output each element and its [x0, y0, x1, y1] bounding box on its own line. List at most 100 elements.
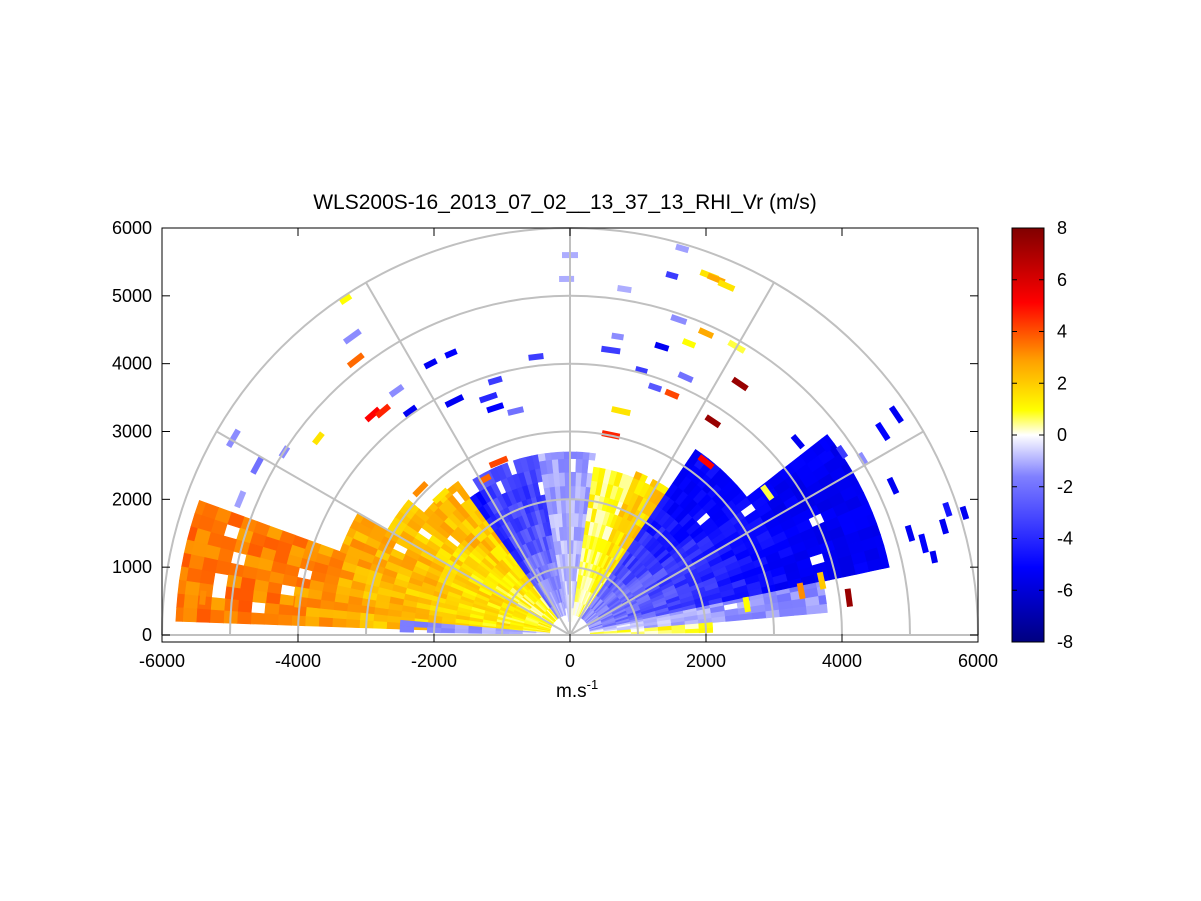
- range-gate-s5: [512, 458, 524, 475]
- scattered-gate: [634, 366, 648, 375]
- scattered-gate: [959, 505, 970, 520]
- range-gate-s0: [176, 593, 185, 609]
- colorbar-tick-label: 0: [1057, 425, 1067, 445]
- range-gate-s0: [253, 579, 269, 593]
- scattered-gate: [432, 487, 450, 505]
- scattered-gate: [250, 456, 265, 475]
- polar-grid: [161, 227, 979, 636]
- range-gate-s6: [581, 451, 590, 460]
- scattered-gate: [402, 404, 418, 418]
- range-gate-s0: [199, 569, 216, 586]
- range-gate-s0: [263, 613, 279, 626]
- range-gate-s0: [277, 604, 294, 616]
- range-gate-s8: [633, 471, 643, 481]
- scattered-gate: [790, 434, 805, 450]
- range-gate-s12: [684, 623, 700, 630]
- y-tick-label: 0: [142, 625, 152, 645]
- range-gate-s0: [182, 607, 198, 623]
- scattered-gate: [654, 341, 670, 352]
- chart-title: WLS200S-16_2013_07_02__13_37_13_RHI_Vr (…: [313, 191, 817, 214]
- range-gate-s6: [581, 458, 589, 474]
- range-gate-s1: [339, 543, 350, 555]
- range-gate-s6: [574, 471, 582, 487]
- scattered-gate: [600, 345, 621, 355]
- scattered-gate: [918, 533, 929, 554]
- scattered-gate: [664, 388, 680, 400]
- scattered-gate: [617, 285, 632, 294]
- scattered-gate: [675, 243, 690, 254]
- range-gate-s0: [318, 608, 334, 619]
- range-gate-s0: [386, 621, 401, 630]
- colorbar-tick-label: 2: [1057, 373, 1067, 393]
- scattered-gate: [942, 501, 953, 518]
- scattered-gate: [528, 353, 544, 361]
- scattered-gate: [342, 328, 362, 345]
- scattered-gate: [611, 406, 631, 417]
- range-gate-s0: [195, 608, 211, 623]
- range-gate-s0: [331, 618, 347, 628]
- scattered-gate: [939, 518, 949, 535]
- range-gate-s0: [372, 614, 388, 623]
- scattered-gate: [717, 279, 736, 292]
- y-tick-label: 5000: [112, 286, 152, 306]
- scattered-gate: [835, 444, 849, 459]
- scattered-gate: [742, 596, 752, 613]
- range-gate-s0: [184, 580, 200, 597]
- colorbar-tick-label: -6: [1057, 580, 1073, 600]
- scattered-gate: [388, 384, 405, 398]
- range-gate-s0: [264, 602, 280, 616]
- range-gate-s13: [399, 619, 415, 628]
- range-gate-s6: [537, 453, 546, 462]
- range-gate-s6: [550, 451, 559, 460]
- x-tick-label: 4000: [822, 651, 862, 671]
- x-tick-label: 2000: [686, 651, 726, 671]
- x-axis-ticks: -6000 -4000 -2000 0 2000 4000 6000: [139, 228, 998, 671]
- x-tick-label: -6000: [139, 651, 185, 671]
- range-gate-s0: [250, 612, 266, 625]
- scattered-gate: [704, 414, 722, 429]
- scattered-gate: [478, 391, 498, 404]
- range-gate-s0: [318, 617, 333, 628]
- scattered-gate: [338, 293, 353, 306]
- range-gate-s4: [469, 493, 483, 510]
- range-gate-s0: [214, 559, 232, 576]
- range-gate-s0: [345, 619, 361, 629]
- range-gate-s0: [237, 599, 253, 614]
- azimuth-spoke: [365, 281, 571, 636]
- range-gate-s12: [671, 624, 686, 631]
- range-gate-s13: [440, 627, 455, 634]
- scattered-gate: [611, 332, 624, 341]
- range-gate-s0: [304, 616, 320, 627]
- range-gate-s6: [556, 451, 565, 460]
- x-tick-label: 0: [565, 651, 575, 671]
- range-gate-s13: [508, 631, 523, 635]
- range-gate-s11: [819, 603, 828, 614]
- range-gate-s0: [209, 609, 225, 624]
- scattered-gate: [423, 358, 438, 370]
- range-gate-s0: [251, 590, 268, 604]
- range-gate-s13: [481, 630, 496, 635]
- y-tick-label: 1000: [112, 557, 152, 577]
- range-gate-s0: [305, 606, 321, 618]
- scattered-gate: [665, 270, 679, 281]
- azimuth-spoke: [569, 281, 775, 636]
- scattered-gate: [234, 490, 247, 509]
- range-gate-s0: [238, 588, 254, 603]
- scattered-gate: [875, 421, 891, 442]
- colorbar-tick-label: -8: [1057, 632, 1073, 652]
- azimuth-spoke: [216, 430, 571, 636]
- scattered-gate: [444, 348, 458, 359]
- colorbar-tick-label: 6: [1057, 270, 1067, 290]
- range-gate-s6: [588, 452, 596, 461]
- scattered-gate: [816, 571, 827, 590]
- range-gate-s0: [319, 599, 335, 611]
- range-gate-s0: [277, 614, 293, 626]
- range-gate-s7: [591, 466, 600, 482]
- scattered-gate: [346, 352, 365, 369]
- scattered-gate: [226, 428, 241, 449]
- range-gate-s0: [185, 567, 203, 584]
- colorbar: 8 6 4 2 0 -2 -4 -6 -8: [1011, 218, 1073, 652]
- scattered-gate: [677, 371, 694, 384]
- range-gate-s0: [236, 611, 252, 625]
